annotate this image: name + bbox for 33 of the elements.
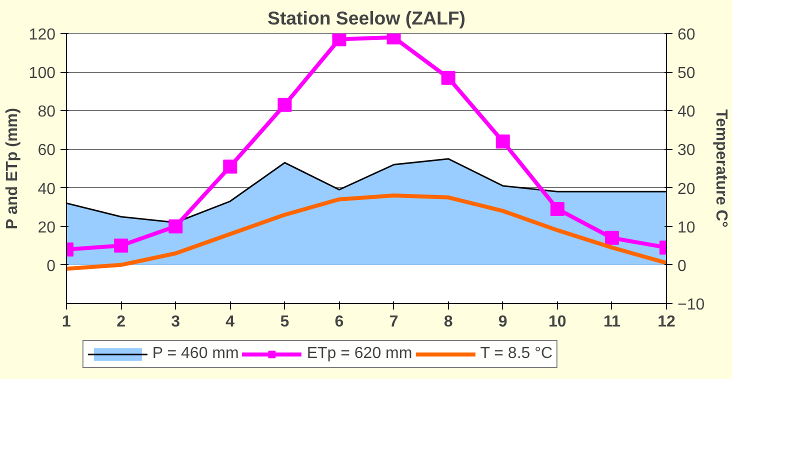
y2-tick-label: 60 (678, 26, 696, 44)
x-tick-label: 9 (498, 314, 508, 330)
x-tick-label: 8 (444, 314, 453, 330)
x-tick-label: 7 (389, 314, 398, 330)
x-tick-label: 1 (62, 314, 72, 330)
y2-tick-label: 10 (678, 219, 696, 236)
y2-tick-label: 50 (678, 65, 696, 82)
y2-axis-title: Temperature C° (712, 109, 730, 228)
y-tick-label: 20 (38, 219, 56, 236)
x-tick-label: 6 (334, 314, 344, 330)
x-tick-label: 4 (226, 314, 235, 330)
x-tick-label: 12 (658, 314, 676, 330)
y-tick-label: 0 (46, 258, 56, 275)
y2-tick-label: 30 (678, 142, 696, 160)
x-tick-label: 3 (171, 314, 180, 330)
x-tick-label: 5 (280, 314, 290, 330)
y-tick-label: 40 (38, 180, 56, 198)
y-tick-label: 100 (28, 65, 56, 82)
x-tick-label: 11 (603, 314, 621, 330)
chart-title: Station Seelow (ZALF) (268, 8, 466, 28)
y-tick-label: 80 (38, 104, 56, 121)
legend-label: P = 460 mm (152, 345, 239, 363)
y-axis-title: P and ETp (mm) (4, 108, 21, 230)
y2-tick-label: −10 (678, 296, 705, 314)
y2-tick-label: 40 (678, 104, 696, 121)
y-tick-label: 120 (28, 26, 56, 44)
y2-tick-label: 20 (678, 180, 696, 198)
x-tick-label: 10 (548, 314, 566, 330)
legend-label: T = 8.5 °C (480, 345, 553, 363)
x-tick-label: 2 (116, 314, 126, 330)
y2-tick-label: 0 (678, 258, 686, 275)
legend-label: ETp = 620 mm (306, 345, 412, 363)
y-tick-label: 60 (38, 142, 56, 160)
